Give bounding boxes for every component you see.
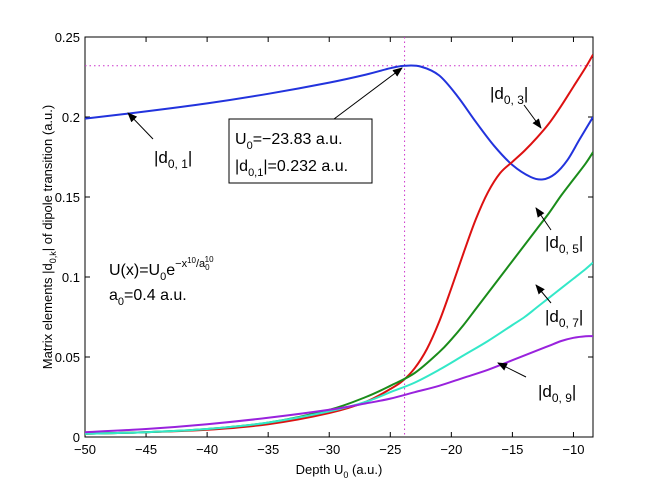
y-axis-ticks: 0 0.05 0.1 0.15 0.2 0.25 <box>55 30 593 445</box>
series-label-d03: |d0, 3| <box>490 84 542 129</box>
y-tick-label: 0 <box>73 430 80 445</box>
label-d09: |d0, 9| <box>538 382 576 405</box>
max-annotation-arrow <box>329 67 403 123</box>
label-d01: |d0, 1| <box>154 148 192 171</box>
max-guide-lines <box>85 37 593 437</box>
series-label-d09: |d0, 9| <box>497 362 576 405</box>
arrow-d03 <box>523 104 542 129</box>
x-tick-label: −25 <box>379 442 401 457</box>
x-axis-label: Depth U0 (a.u.) <box>296 462 383 480</box>
series-line-d03 <box>85 54 593 435</box>
x-tick-label: −35 <box>257 442 279 457</box>
max-annotation-box <box>228 118 373 184</box>
arrow-d05 <box>535 207 552 231</box>
y-tick-label: 0.25 <box>55 30 80 45</box>
x-tick-label: −20 <box>440 442 462 457</box>
label-d03: |d0, 3| <box>490 84 528 107</box>
x-tick-label: −15 <box>501 442 523 457</box>
x-tick-label: −10 <box>562 442 584 457</box>
y-tick-label: 0.1 <box>62 270 80 285</box>
series-line-d09 <box>85 335 593 434</box>
x-tick-label: −45 <box>135 442 157 457</box>
y-tick-label: 0.05 <box>55 350 80 365</box>
max-annotation-line2: |d0,1|=0.232 a.u. <box>235 158 348 179</box>
potential-annotation: U(x)=U0e−x10/a010 a0=0.4 a.u. <box>109 255 214 308</box>
series-label-d07: |d0, 7| <box>535 284 583 330</box>
y-tick-label: 0.2 <box>62 110 80 125</box>
series-line-d07 <box>85 261 593 435</box>
max-annotation-line1: U0=−23.83 a.u. <box>235 131 343 152</box>
x-tick-label: −30 <box>318 442 340 457</box>
label-d07: |d0, 7| <box>545 307 583 330</box>
potential-formula: U(x)=U0e−x10/a010 <box>109 255 214 283</box>
y-tick-label: 0.15 <box>55 190 80 205</box>
x-tick-label: −50 <box>74 442 96 457</box>
arrow-d07 <box>535 284 552 304</box>
series-label-d01: |d0, 1| <box>127 112 192 171</box>
series-line-d01 <box>85 64 593 181</box>
max-annotation: U0=−23.83 a.u. |d0,1|=0.232 a.u. <box>228 67 403 184</box>
potential-parameter: a0=0.4 a.u. <box>109 287 187 308</box>
arrow-d09 <box>497 362 527 378</box>
label-d05: |d0, 5| <box>545 233 583 256</box>
x-tick-label: −40 <box>196 442 218 457</box>
y-axis-label: Matrix elements |d0,k| of dipole transit… <box>40 105 58 369</box>
series-lines <box>85 54 593 435</box>
series-label-d05: |d0, 5| <box>535 207 583 256</box>
x-axis-ticks: −50 −45 −40 −35 −30 −25 −20 −15 −10 <box>74 37 584 457</box>
arrow-d01 <box>127 112 154 140</box>
plot-area-frame <box>84 36 594 438</box>
